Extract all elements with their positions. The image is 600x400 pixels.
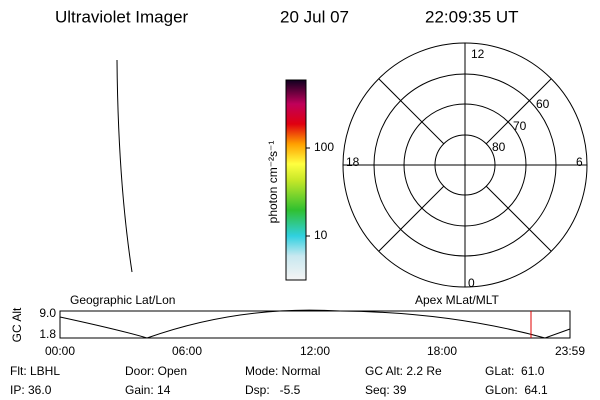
meridian xyxy=(485,185,552,252)
time: 22:09:35 UT xyxy=(425,7,519,26)
title: Ultraviolet Imager xyxy=(55,7,189,26)
info-field: Dsp: -5.5 xyxy=(245,383,301,397)
orbit-x-tick: 00:00 xyxy=(45,344,75,358)
info-field: Flt: LBHL xyxy=(10,364,60,378)
meridian xyxy=(485,78,552,145)
date: 20 Jul 07 xyxy=(280,7,349,26)
orbit-x-tick: 12:00 xyxy=(300,344,330,358)
lat-label: 60 xyxy=(536,97,550,111)
orbit-altitude xyxy=(59,309,571,339)
colorbar: 100 10 photon cm⁻²s⁻¹ xyxy=(266,79,334,281)
colorbar-tick: 100 xyxy=(314,140,334,154)
polar-grid: 12 18 6 0 60 70 80 xyxy=(342,42,588,290)
info-field: Gain: 14 xyxy=(125,383,171,397)
info-field: IP: 36.0 xyxy=(10,383,52,397)
orbit-x-tick: 23:59 xyxy=(555,344,585,358)
info-field: GLon: 64.1 xyxy=(485,383,548,397)
info-table: Flt: LBHL Door: Open Mode: Normal GC Alt: 2… xyxy=(10,364,548,397)
orbit-right-title: Apex MLat/MLT xyxy=(415,293,499,307)
info-field: GC Alt: 2.2 Re xyxy=(365,364,442,378)
meridian xyxy=(378,78,445,145)
mlt-label: 0 xyxy=(468,276,475,290)
mlt-label: 12 xyxy=(471,47,485,61)
info-field: Mode: Normal xyxy=(245,364,320,378)
colorbar-scale xyxy=(285,79,307,281)
lat-label: 80 xyxy=(492,140,506,154)
lat-label: 70 xyxy=(513,119,527,133)
orbit-panel: Geographic Lat/Lon Apex MLat/MLT GC Alt … xyxy=(10,293,585,358)
orbit-y-tick: 9.0 xyxy=(39,306,56,320)
colorbar-tick: 10 xyxy=(314,228,328,242)
orbit-x-tick: 06:00 xyxy=(172,344,202,358)
info-field: Door: Open xyxy=(125,364,187,378)
mlt-label: 18 xyxy=(346,155,360,169)
orbit-frame xyxy=(59,310,571,339)
info-field: GLat: 61.0 xyxy=(485,364,545,378)
mlt-label: 6 xyxy=(576,155,583,169)
colorbar-label: photon cm⁻²s⁻¹ xyxy=(266,141,280,224)
image-edge xyxy=(116,59,133,273)
meridian xyxy=(378,185,445,252)
orbit-x-tick: 18:00 xyxy=(427,344,457,358)
orbit-y-label: GC Alt xyxy=(10,307,24,342)
orbit-left-title: Geographic Lat/Lon xyxy=(70,293,175,307)
orbit-y-tick: 1.8 xyxy=(39,327,56,341)
info-field: Seq: 39 xyxy=(365,383,407,397)
